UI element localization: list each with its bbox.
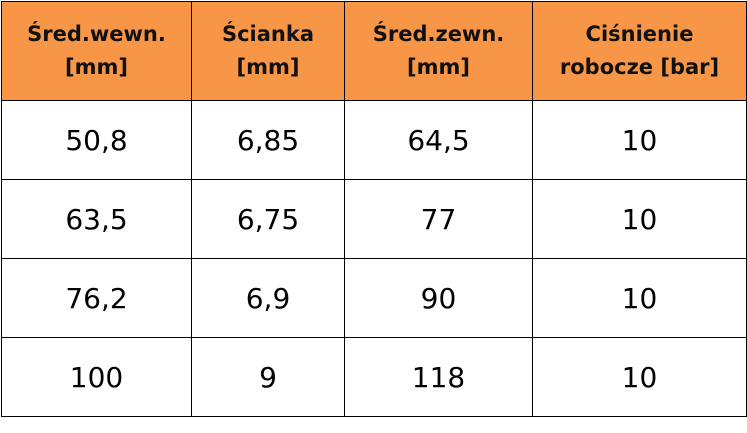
cell-inner-diameter: 63,5 (1, 179, 192, 259)
cell-working-pressure: 10 (532, 179, 747, 259)
cell-inner-diameter: 50,8 (1, 100, 192, 180)
table-row: 50,8 6,85 64,5 10 (1, 100, 747, 180)
pipe-specs-table: Śred.wewn. [mm] Ścianka [mm] Śred.zewn. … (1, 1, 747, 417)
header-row: Śred.wewn. [mm] Ścianka [mm] Śred.zewn. … (1, 1, 747, 101)
table-row: 100 9 118 10 (1, 337, 747, 417)
cell-outer-diameter: 90 (344, 258, 533, 338)
header-wall-thickness-unit: [mm] (236, 55, 300, 79)
cell-working-pressure: 10 (532, 100, 747, 180)
cell-wall-thickness: 9 (191, 337, 345, 417)
header-outer-diameter-unit: [mm] (407, 55, 470, 79)
header-working-pressure-unit: robocze [bar] (559, 55, 720, 79)
header-wall-thickness-label: Ścianka (221, 22, 315, 46)
cell-working-pressure: 10 (532, 337, 747, 417)
cell-outer-diameter: 64,5 (344, 100, 533, 180)
cell-inner-diameter: 76,2 (1, 258, 192, 338)
header-outer-diameter: Śred.zewn. [mm] (344, 1, 533, 101)
header-working-pressure: Ciśnienie robocze [bar] (532, 1, 747, 101)
cell-working-pressure: 10 (532, 258, 747, 338)
cell-wall-thickness: 6,9 (191, 258, 345, 338)
table-row: 63,5 6,75 77 10 (1, 179, 747, 259)
cell-inner-diameter: 100 (1, 337, 192, 417)
header-inner-diameter-unit: [mm] (65, 55, 128, 79)
table-body: 50,8 6,85 64,5 10 63,5 6,75 77 10 76,2 6… (1, 100, 747, 417)
cell-outer-diameter: 118 (344, 337, 533, 417)
header-outer-diameter-label: Śred.zewn. (372, 22, 505, 46)
cell-wall-thickness: 6,75 (191, 179, 345, 259)
header-working-pressure-label: Ciśnienie (585, 22, 694, 46)
table-row: 76,2 6,9 90 10 (1, 258, 747, 338)
header-inner-diameter: Śred.wewn. [mm] (1, 1, 192, 101)
header-inner-diameter-label: Śred.wewn. (27, 22, 166, 46)
cell-outer-diameter: 77 (344, 179, 533, 259)
header-wall-thickness: Ścianka [mm] (191, 1, 345, 101)
cell-wall-thickness: 6,85 (191, 100, 345, 180)
table-header: Śred.wewn. [mm] Ścianka [mm] Śred.zewn. … (1, 1, 747, 101)
